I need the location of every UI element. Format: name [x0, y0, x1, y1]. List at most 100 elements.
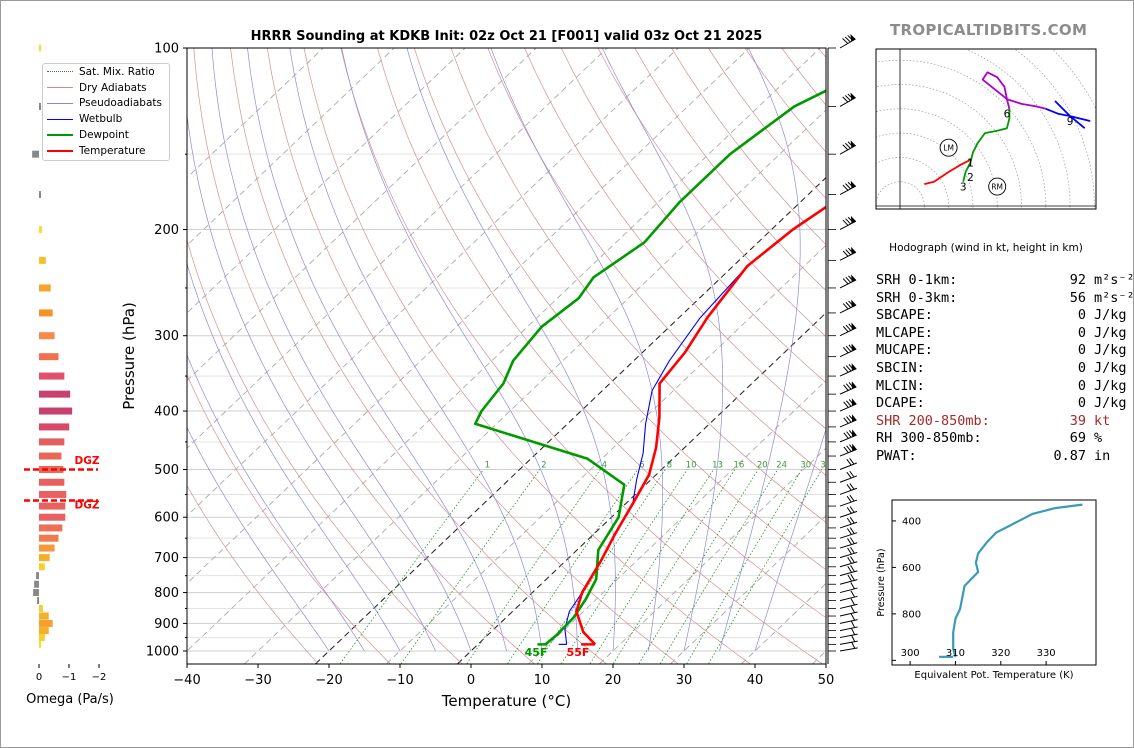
wind-barb-staff [839, 570, 858, 577]
wind-barb-flag [845, 301, 852, 308]
isotherm-line [187, 48, 750, 585]
wind-barb [839, 274, 857, 289]
wind-barb-flag [842, 219, 849, 226]
wind-barb-flag [842, 184, 849, 191]
stat-value: 0 [1077, 307, 1086, 324]
stat-label: SBCIN: [876, 359, 925, 376]
legend-swatch-icon [47, 149, 73, 152]
isotherm-line [187, 48, 324, 179]
omega-bar [39, 452, 62, 460]
wind-barb-staff [839, 521, 858, 529]
x-tick-label: 20 [605, 673, 622, 688]
mixing-ratio-label: 10 [686, 460, 697, 470]
wind-barb-flag [844, 95, 851, 101]
wind-barb-flag [846, 459, 852, 466]
y-tick-label: 500 [154, 463, 179, 478]
wind-barb-flag [851, 634, 856, 642]
wind-barb [839, 582, 858, 594]
omega-bar [39, 423, 70, 431]
y-tick-label: 100 [154, 42, 179, 57]
mixing-ratio-line [613, 469, 736, 664]
pseudoadiabat-line [341, 48, 578, 651]
storm-motion-marker [988, 177, 1007, 196]
wind-barb [839, 381, 857, 395]
wind-barb-staff [839, 475, 858, 483]
dry-adiabat-line [230, 48, 607, 664]
wind-barb-staff [839, 603, 858, 609]
stat-unit: m²s⁻² [1094, 272, 1134, 288]
wind-barb-flag [843, 384, 849, 391]
legend-label: Temperature [79, 144, 146, 157]
omega-bar [39, 44, 41, 52]
x-tick-label: −20 [315, 673, 342, 688]
omega-bar [39, 534, 59, 542]
mixing-ratio-label: 13 [712, 460, 723, 470]
pseudoadiabat-line [187, 262, 401, 652]
omega-panel: DGZ DGZ 0 −1 −2 Omega (Pa/s) [24, 44, 114, 707]
omega-bar [39, 563, 45, 571]
mixing-ratio-line [507, 469, 639, 664]
wind-barb-staff [839, 619, 858, 624]
hodograph-ring-label: 40 [991, 214, 1004, 225]
omega-bar [39, 554, 50, 562]
dry-adiabat-line [597, 48, 826, 337]
stat-label: RH 300-850mb: [876, 430, 982, 447]
mixing-ratio-label: 20 [757, 460, 768, 470]
wind-barb-flag [848, 430, 855, 437]
wind-barb-flag [847, 538, 852, 545]
mixing-ratio-label: 16 [733, 460, 744, 470]
mixing-ratio-line [560, 469, 688, 664]
wind-barb-flag [849, 516, 855, 524]
wind-barb [839, 606, 858, 617]
stat-unit: % [1094, 430, 1103, 447]
dry-adiabat-line [303, 48, 751, 664]
wind-barb-flag [850, 590, 855, 598]
wind-barb-flag [848, 415, 855, 422]
wind-barb-flag [846, 495, 852, 503]
wind-barb-flag [847, 574, 853, 582]
wind-barb-flag [848, 275, 854, 282]
omega-bar [39, 390, 71, 398]
chart-title: HRRR Sounding at KDKB Init: 02z Oct 21 [… [251, 29, 763, 44]
mixing-ratio-label: 2 [541, 460, 546, 470]
legend-label: Sat. Mix. Ratio [79, 65, 155, 78]
omega-bar [39, 604, 43, 612]
wind-barb-flag [842, 278, 849, 285]
stat-unit: J/kg [1094, 359, 1127, 376]
wind-barb-flag [851, 641, 856, 649]
stat-label: PWAT: [876, 447, 917, 464]
dry-adiabat-line [524, 48, 826, 430]
dry-adiabat-line [266, 48, 679, 664]
wind-barb [839, 246, 857, 261]
y-tick-label: 800 [154, 586, 179, 601]
wind-barb-flag [846, 445, 852, 452]
wind-barb-flag [847, 557, 852, 564]
omega-bar [34, 580, 39, 588]
hodograph-height-label: 6 [1004, 109, 1011, 121]
wind-barb-staff [839, 532, 858, 539]
omega-bar [39, 502, 66, 510]
dgz-label-top: DGZ [75, 455, 100, 467]
wind-barbs-column [827, 33, 858, 664]
wind-barb-staff [839, 579, 858, 585]
wind-barb-flag [848, 344, 854, 351]
mixing-ratio-line [659, 469, 779, 664]
stat-unit: J/kg [1094, 377, 1127, 394]
theta-e-x-label: Equivalent Pot. Temperature (K) [914, 670, 1073, 681]
wind-barb-flag [849, 527, 855, 534]
wind-barb-staff [839, 386, 857, 395]
theta-e-frame [891, 499, 1097, 666]
wind-barb-staff [839, 220, 857, 230]
x-tick-label: 10 [534, 673, 551, 688]
wind-barb [839, 322, 857, 337]
dry-adiabat-line [187, 484, 319, 664]
mixing-ratio-label: 24 [776, 460, 787, 470]
wind-barb [839, 494, 858, 507]
mixing-ratio-label: 4 [602, 460, 607, 470]
hodograph-ring-label: 60 [1039, 214, 1052, 225]
hodograph-caption: Hodograph (wind in kt, height in km) [889, 242, 1083, 254]
stat-row: SHR 200-850mb: 39 kt [876, 413, 1134, 431]
stat-row: DCAPE: 0 J/kg [876, 395, 1134, 413]
dry-adiabat-line [450, 48, 826, 523]
wind-barb-staff [839, 633, 858, 639]
